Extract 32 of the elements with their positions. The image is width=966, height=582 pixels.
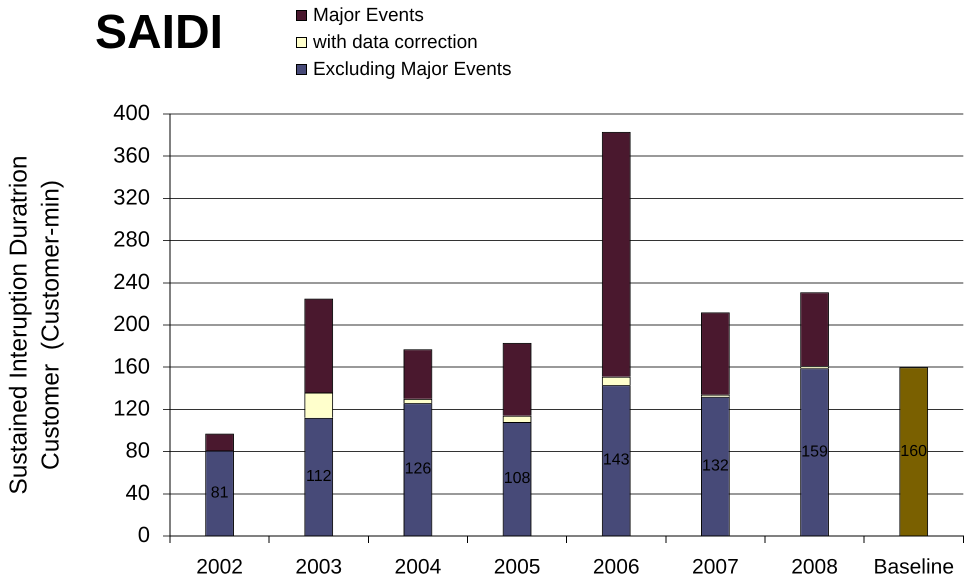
x-tick-label: 2004	[394, 555, 442, 578]
data-label: 143	[602, 452, 630, 469]
x-tick-label: 2007	[692, 555, 739, 578]
legend-label: with data correction	[312, 32, 478, 54]
y-tick-label: 280	[113, 226, 150, 252]
x-tick-label: 2002	[196, 555, 243, 578]
y-tick-label: 0	[138, 522, 150, 548]
x-tick-label: 2006	[592, 555, 640, 578]
x-tick-label: 2003	[295, 555, 342, 578]
data-label: 112	[306, 468, 332, 486]
y-tick-label: 80	[126, 438, 150, 463]
legend-label: Major Events	[313, 5, 424, 26]
y-tick-label: 200	[113, 311, 150, 336]
y-tick-label: 40	[126, 480, 150, 505]
y-tick-label: 160	[113, 353, 150, 378]
x-tick-label: Baseline	[873, 555, 954, 578]
data-label: 108	[504, 470, 531, 488]
x-tick-label: 2008	[791, 555, 838, 578]
legend-label: Excluding Major Events	[313, 59, 512, 80]
data-label: 126	[404, 460, 432, 478]
data-label: 132	[702, 458, 729, 475]
data-label: 159	[801, 443, 828, 460]
data-label: 81	[210, 484, 229, 502]
chart-title: SAIDI	[95, 6, 224, 59]
y-tick-label: 360	[113, 142, 150, 168]
y-tick-label: 240	[113, 268, 150, 294]
data-label: 160	[900, 442, 928, 460]
y-axis-title: Sustained Interuption Duratrion Customer (Customer-min)	[6, 155, 65, 495]
x-tick-label: 2005	[494, 555, 540, 578]
y-tick-label: 400	[113, 100, 150, 126]
y-tick-label: 120	[113, 395, 150, 420]
y-tick-label: 320	[113, 184, 150, 210]
